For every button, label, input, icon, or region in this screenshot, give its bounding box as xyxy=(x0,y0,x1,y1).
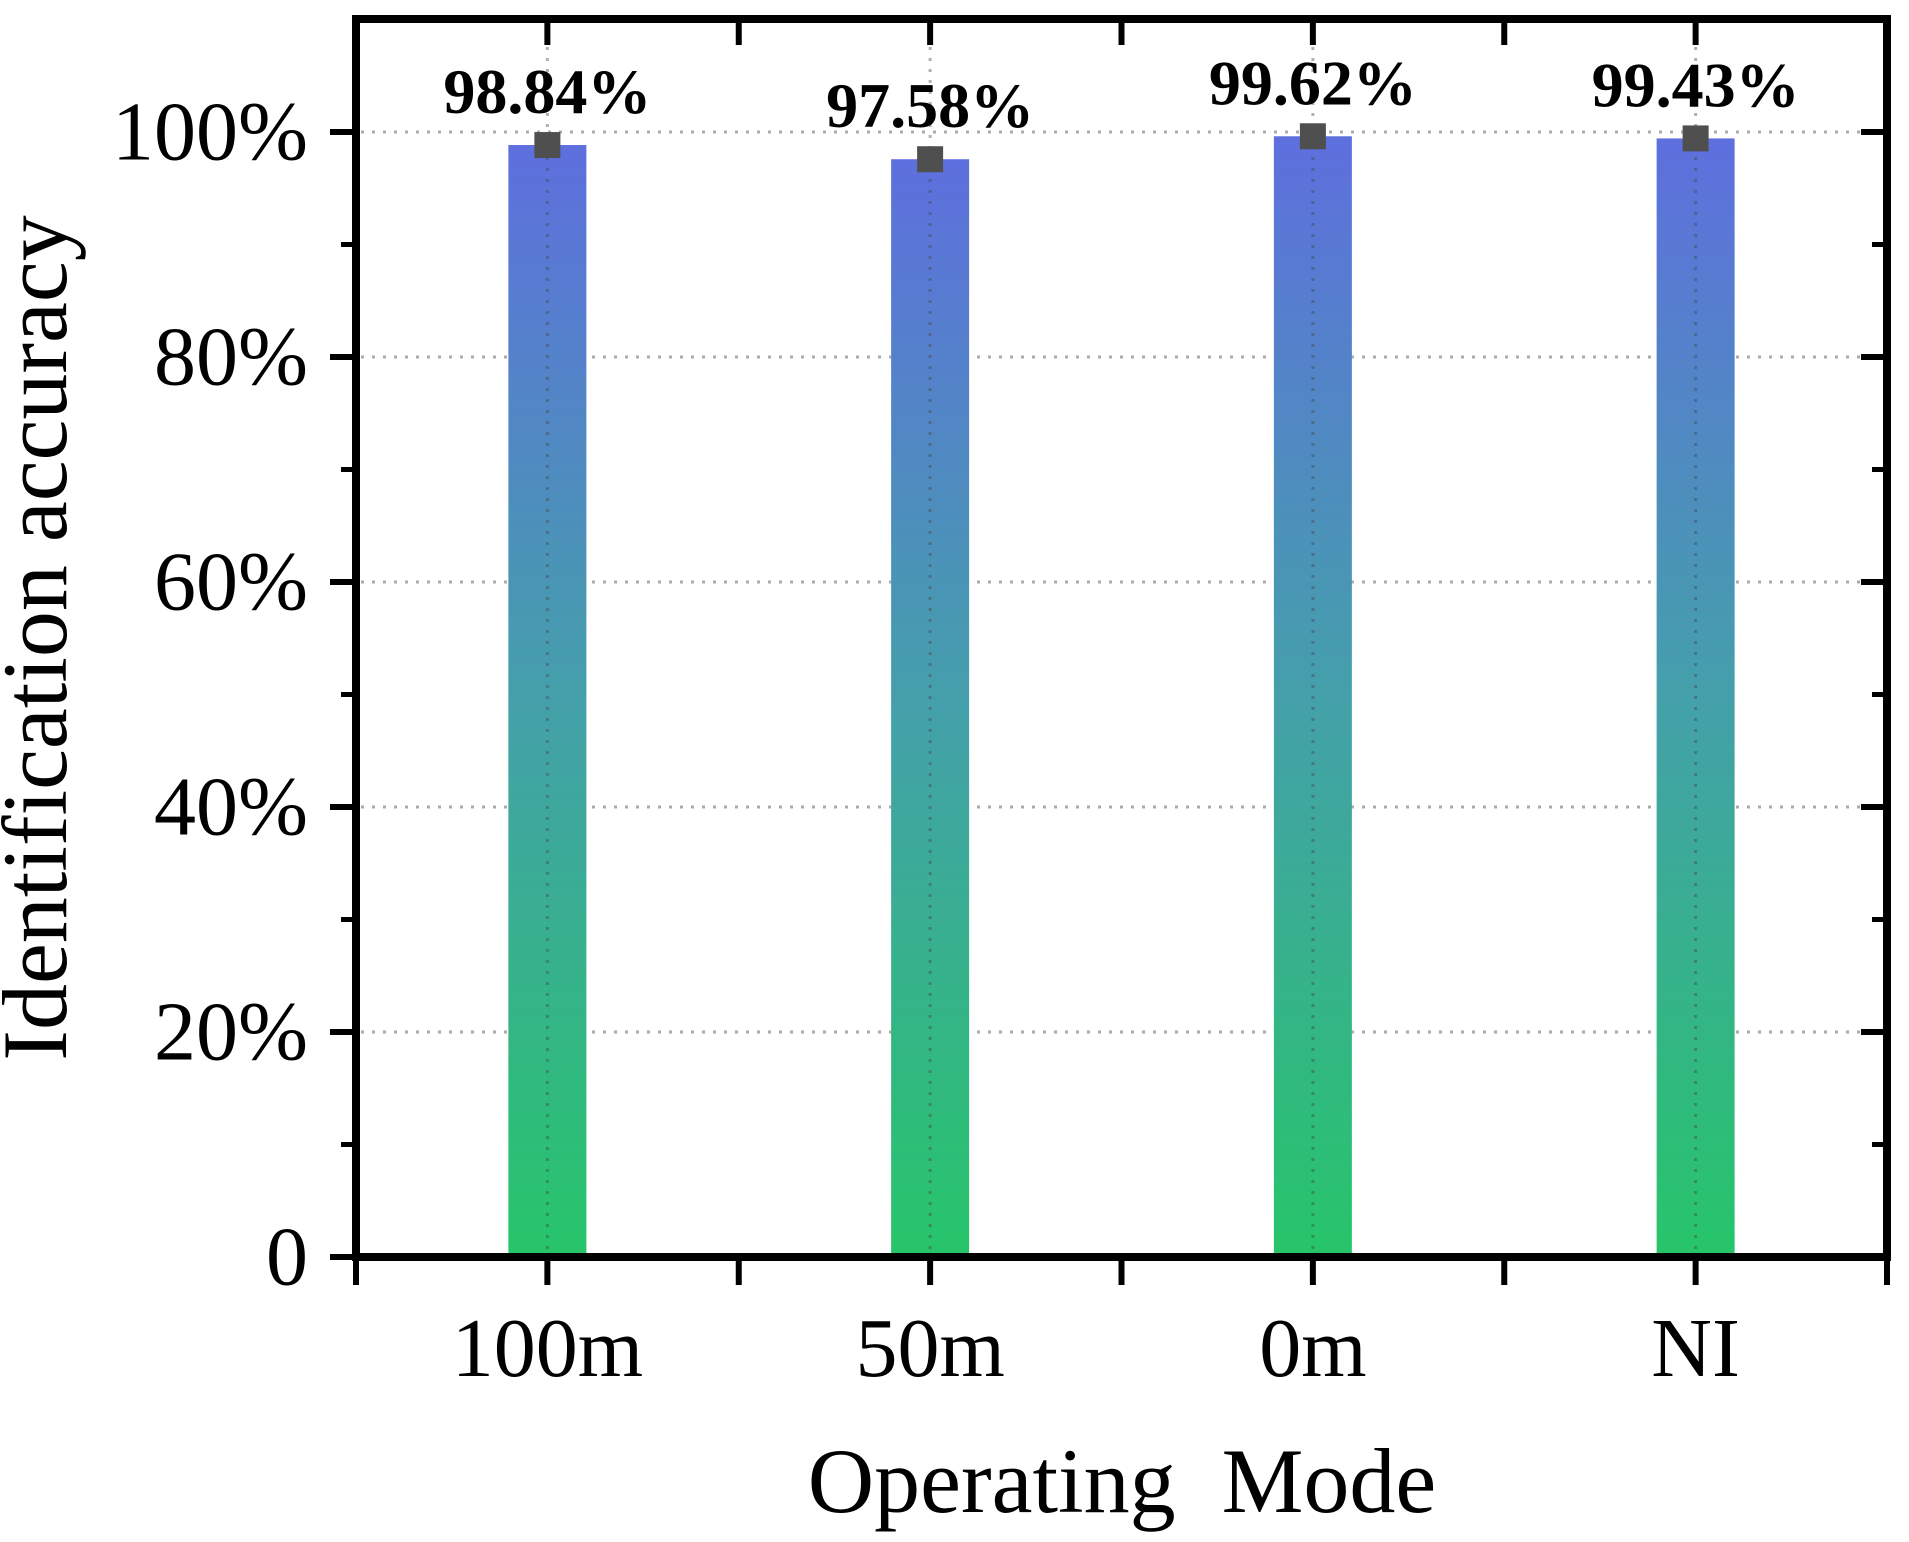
x-category-label: 0m xyxy=(1259,1302,1366,1395)
y-tick-label: 0 xyxy=(266,1211,308,1304)
y-tick-label: 80% xyxy=(154,311,308,404)
bar-top-markers xyxy=(534,123,1709,173)
bar-100m xyxy=(508,145,587,1257)
bar-value-label: 99.62% xyxy=(1209,47,1417,118)
bar-0m xyxy=(1273,136,1352,1257)
bar-top-marker xyxy=(917,146,944,173)
x-axis-category-labels: 100m 50m 0m NI xyxy=(452,1302,1740,1395)
y-tick-label: 40% xyxy=(154,761,308,854)
horizontal-gridlines xyxy=(361,130,1882,1034)
plot-border xyxy=(352,15,1891,1261)
x-axis-title: Operating Mode xyxy=(808,1430,1437,1532)
x-category-label: NI xyxy=(1651,1302,1740,1395)
bar-NI xyxy=(1656,138,1735,1258)
y-axis-tick-labels: 0 20% 40% 60% 80% 100% xyxy=(112,86,308,1304)
x-category-label: 50m xyxy=(855,1302,1004,1395)
bars xyxy=(508,136,1735,1258)
y-axis-title: Identification accuracy xyxy=(0,215,86,1060)
bar-value-label: 97.58% xyxy=(826,70,1034,141)
y-tick-label: 60% xyxy=(154,536,308,629)
bar-top-marker xyxy=(534,132,561,159)
bar-value-label: 98.84% xyxy=(443,56,651,127)
y-tick-label: 20% xyxy=(154,986,308,1079)
x-category-label: 100m xyxy=(452,1302,643,1395)
y-tick-label: 100% xyxy=(112,86,308,179)
bar-top-marker xyxy=(1682,125,1709,152)
bar-top-marker xyxy=(1299,123,1326,150)
bar-value-label: 99.43% xyxy=(1592,49,1800,120)
vertical-gridlines xyxy=(545,25,1698,1253)
bar-50m xyxy=(891,159,970,1258)
bar-value-labels: 98.84% 97.58% 99.62% 99.43% xyxy=(443,47,1799,141)
